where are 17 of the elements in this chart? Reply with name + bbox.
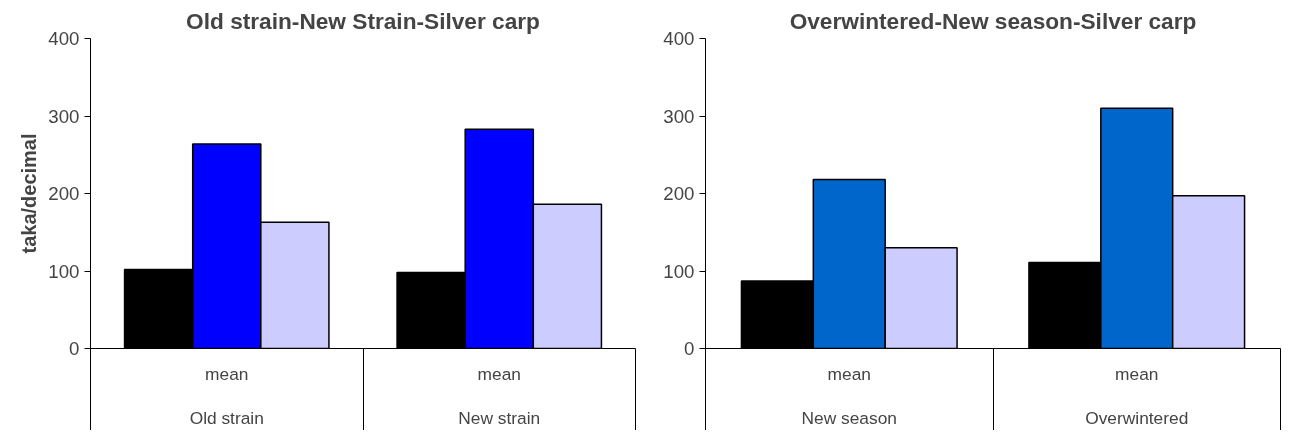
- chart-title: Old strain-New Strain-Silver carp: [186, 7, 540, 34]
- y-tick-label: 300: [663, 105, 695, 127]
- chart-title: Overwintered-New season-Silver carp: [789, 7, 1197, 34]
- y-tick-label: 400: [48, 28, 80, 49]
- category-label: mean New season: [801, 363, 897, 428]
- y-tick-label: 400: [663, 28, 695, 49]
- y-tick-label: 0: [69, 338, 80, 359]
- category-label: mean Overwintered: [1085, 363, 1189, 428]
- y-axis-title: taka/decimal: [18, 133, 41, 254]
- y-tick-label: 300: [48, 105, 80, 127]
- category-label: mean New strain: [458, 363, 541, 428]
- y-tick-label: 200: [663, 183, 695, 204]
- y-tick-label: 200: [48, 183, 80, 204]
- y-tick-label: 100: [48, 260, 80, 282]
- y-tick-label: 0: [684, 338, 695, 359]
- y-tick-label: 100: [663, 260, 695, 282]
- category-label: mean Old strain: [189, 363, 264, 428]
